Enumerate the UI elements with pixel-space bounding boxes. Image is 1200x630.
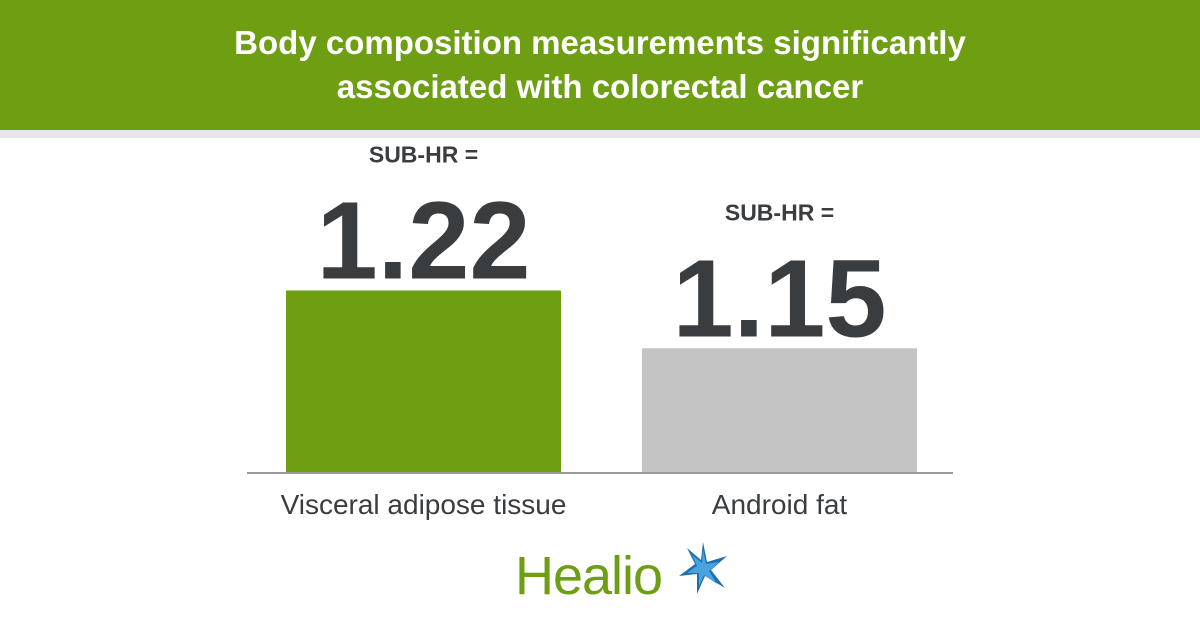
banner-shadow: [0, 130, 1200, 138]
category-label-1: Visceral adipose tissue: [281, 489, 567, 520]
value-prefix-label-1: SUB-HR =: [369, 142, 478, 168]
star-burst-icon: [679, 542, 727, 594]
value-label-1: 1.22: [316, 180, 530, 303]
logo-wordmark: Healio: [515, 546, 663, 606]
chart-title: Body composition measurements significan…: [234, 24, 966, 105]
category-label-2: Android fat: [712, 489, 848, 520]
value-prefix-label-2: SUB-HR =: [725, 199, 834, 225]
healio-logo: Healio: [515, 540, 727, 610]
bars-layer: [286, 290, 917, 472]
value-label-2: 1.15: [672, 237, 886, 360]
labels-layer: 1.22 SUB-HR = Visceral adipose tissue 1.15 S…: [281, 142, 887, 521]
bar-1: [286, 290, 561, 472]
title-banner: Body composition measurements significan…: [0, 0, 1200, 130]
bar-2: [642, 348, 917, 472]
